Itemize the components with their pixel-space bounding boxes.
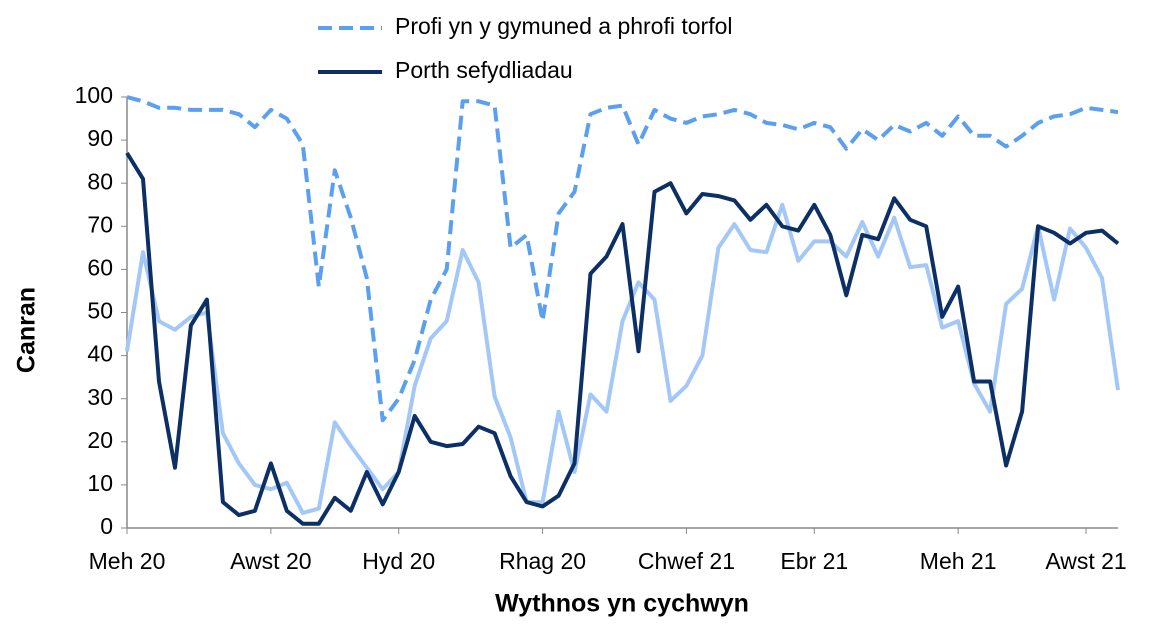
y-tick-label: 60 bbox=[87, 254, 113, 280]
x-tick-label: Awst 20 bbox=[230, 548, 311, 574]
x-tick-label: Awst 21 bbox=[1045, 548, 1126, 574]
y-tick-label: 70 bbox=[87, 211, 113, 237]
series-line bbox=[125, 202, 1120, 515]
x-tick-label: Ebr 21 bbox=[780, 548, 848, 574]
y-tick-label: 90 bbox=[87, 125, 113, 151]
x-axis-title: Wythnos yn cychwyn bbox=[495, 590, 749, 618]
x-tick-label: Meh 21 bbox=[920, 548, 997, 574]
legend-label: Porth sefydliadau bbox=[395, 57, 573, 83]
series-line bbox=[126, 95, 1119, 423]
series-line bbox=[125, 151, 1120, 526]
y-tick-label: 80 bbox=[87, 168, 113, 194]
y-axis-title: Canran bbox=[13, 287, 41, 373]
y-tick-label: 100 bbox=[75, 82, 113, 108]
x-tick-label: Meh 20 bbox=[89, 548, 166, 574]
y-tick-label: 30 bbox=[87, 384, 113, 410]
x-tick-label: Rhag 20 bbox=[499, 548, 586, 574]
x-tick-label: Hyd 20 bbox=[362, 548, 435, 574]
x-tick-label: Chwef 21 bbox=[638, 548, 735, 574]
y-tick-label: 50 bbox=[87, 298, 113, 324]
y-tick-label: 10 bbox=[87, 470, 113, 496]
legend-label: Profi yn y gymuned a phrofi torfol bbox=[395, 13, 733, 39]
y-tick-label: 0 bbox=[100, 513, 113, 539]
y-tick-label: 40 bbox=[87, 341, 113, 367]
y-tick-label: 20 bbox=[87, 427, 113, 453]
